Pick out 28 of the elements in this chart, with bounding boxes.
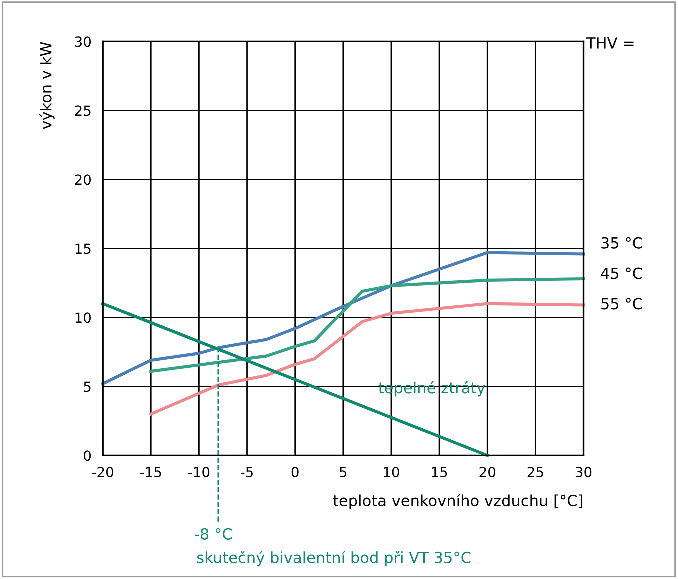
x-tick-label: 25	[528, 467, 544, 478]
y-tick-label: 5	[84, 382, 91, 392]
y-tick-label: 10	[76, 312, 92, 324]
y-tick-label: 0	[84, 450, 92, 462]
x-tick-label: 5	[340, 467, 347, 478]
x-tick-label: 0	[292, 467, 299, 478]
y-tick-label: 15	[76, 244, 91, 254]
line-series	[150, 278, 586, 374]
text: skutečný bivalentní bod při VT 35°C	[197, 551, 471, 566]
series-label: 35 °C	[602, 237, 642, 249]
x-tick-label: -20	[92, 467, 114, 478]
ref-line-label: -8 °C	[195, 528, 232, 540]
x-axis-title: teplota venkovního vzduchu [°C]	[333, 494, 582, 510]
series-label: 55 °C	[602, 298, 642, 310]
x-tick-label: 15	[432, 467, 448, 478]
y-tick-label: 20	[75, 174, 92, 186]
y-tick-label: 25	[75, 106, 91, 116]
x-tick-label: 20	[480, 467, 496, 478]
text: THV =	[586, 38, 634, 49]
x-tick-label: -15	[140, 467, 162, 478]
x-tick-label: 10	[384, 467, 400, 478]
series-label: 45 °C	[601, 268, 642, 280]
x-tick-label: -5	[241, 467, 253, 478]
x-tick-label: -10	[188, 467, 210, 478]
y-axis-title: výkon v kW	[39, 42, 55, 130]
x-tick-label: 30	[576, 467, 592, 478]
y-tick-label: 30	[75, 36, 92, 48]
line-series	[150, 302, 586, 416]
